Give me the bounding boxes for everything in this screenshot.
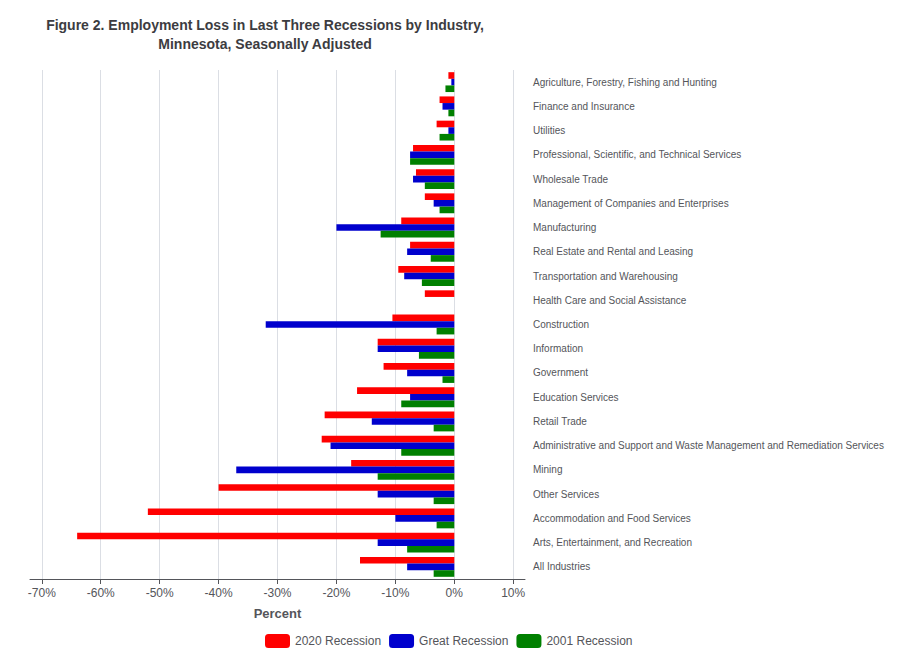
svg-text:All Industries: All Industries: [533, 561, 590, 572]
svg-text:Minnesota, Seasonally Adjusted: Minnesota, Seasonally Adjusted: [158, 36, 371, 52]
svg-text:-70%: -70%: [28, 586, 56, 600]
svg-text:Arts, Entertainment, and Recre: Arts, Entertainment, and Recreation: [533, 537, 692, 548]
svg-text:Health Care and Social Assista: Health Care and Social Assistance: [533, 295, 687, 306]
svg-text:-50%: -50%: [146, 586, 174, 600]
svg-text:Professional, Scientific, and: Professional, Scientific, and Technical …: [533, 149, 741, 160]
svg-text:-20%: -20%: [322, 586, 350, 600]
svg-text:Mining: Mining: [533, 464, 562, 475]
svg-text:-60%: -60%: [87, 586, 115, 600]
svg-text:Finance and Insurance: Finance and Insurance: [533, 101, 635, 112]
svg-text:Agriculture, Forestry, Fishing: Agriculture, Forestry, Fishing and Hunti…: [533, 77, 717, 88]
svg-text:0%: 0%: [446, 586, 464, 600]
svg-text:Education Services: Education Services: [533, 392, 619, 403]
svg-text:Utilities: Utilities: [533, 125, 565, 136]
svg-text:Management of Companies and En: Management of Companies and Enterprises: [533, 198, 729, 209]
svg-text:Real Estate and Rental and Lea: Real Estate and Rental and Leasing: [533, 246, 693, 257]
svg-text:Other Services: Other Services: [533, 489, 599, 500]
svg-text:10%: 10%: [501, 586, 525, 600]
svg-text:2020 Recession: 2020 Recession: [295, 634, 381, 648]
svg-text:Government: Government: [533, 367, 588, 378]
svg-text:Manufacturing: Manufacturing: [533, 222, 596, 233]
svg-text:Construction: Construction: [533, 319, 589, 330]
svg-text:2001 Recession: 2001 Recession: [546, 634, 632, 648]
svg-text:Wholesale Trade: Wholesale Trade: [533, 174, 608, 185]
svg-text:Information: Information: [533, 343, 583, 354]
svg-text:Accommodation and Food Service: Accommodation and Food Services: [533, 513, 691, 524]
svg-text:-30%: -30%: [263, 586, 291, 600]
svg-text:Figure 2. Employment Loss in L: Figure 2. Employment Loss in Last Three …: [46, 17, 484, 33]
svg-text:Percent: Percent: [254, 606, 302, 621]
svg-text:-40%: -40%: [205, 586, 233, 600]
svg-text:Transportation and Warehousing: Transportation and Warehousing: [533, 271, 678, 282]
svg-text:Administrative and Support and: Administrative and Support and Waste Man…: [533, 440, 884, 451]
svg-text:Great Recession: Great Recession: [419, 634, 508, 648]
svg-text:-10%: -10%: [381, 586, 409, 600]
svg-text:Retail Trade: Retail Trade: [533, 416, 587, 427]
